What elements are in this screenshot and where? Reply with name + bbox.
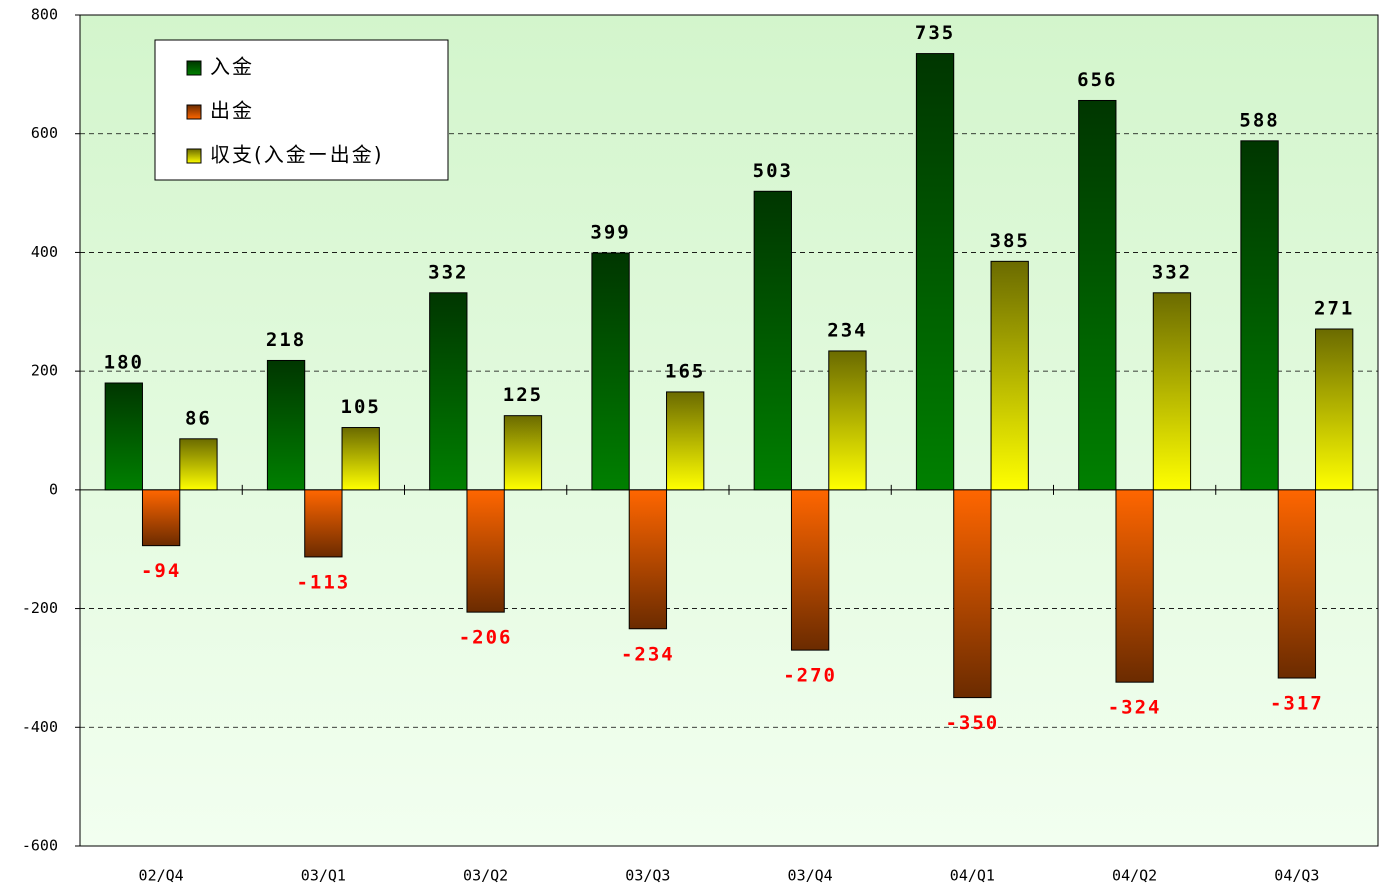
y-tick-label: 800 bbox=[31, 6, 58, 24]
value-label: -113 bbox=[296, 571, 350, 593]
value-label: 271 bbox=[1314, 297, 1354, 319]
value-label: -206 bbox=[459, 627, 513, 649]
bar bbox=[628, 489, 668, 630]
bar bbox=[304, 489, 343, 558]
x-tick-label: 04/Q2 bbox=[1112, 867, 1157, 885]
y-tick-label: 600 bbox=[31, 124, 58, 142]
bar bbox=[1115, 489, 1154, 683]
x-tick-label: 03/Q4 bbox=[788, 867, 833, 885]
y-tick-label: 200 bbox=[31, 362, 58, 380]
bar bbox=[790, 489, 830, 651]
bar bbox=[341, 427, 380, 491]
bar bbox=[503, 415, 543, 491]
value-label: -234 bbox=[621, 643, 675, 665]
bar bbox=[1315, 328, 1354, 491]
value-label: -94 bbox=[141, 560, 181, 582]
value-label: 165 bbox=[665, 360, 705, 382]
bar bbox=[1152, 292, 1192, 491]
x-tick-label: 04/Q1 bbox=[950, 867, 995, 885]
value-label: 656 bbox=[1077, 69, 1117, 91]
bar bbox=[429, 292, 468, 491]
bar bbox=[141, 489, 181, 547]
bar bbox=[179, 438, 218, 491]
y-tick-label: -600 bbox=[22, 837, 58, 855]
bar bbox=[828, 350, 867, 491]
value-label: -270 bbox=[783, 665, 837, 687]
y-tick-label: 400 bbox=[31, 243, 58, 261]
value-label: -350 bbox=[945, 712, 999, 734]
legend-swatch bbox=[186, 60, 202, 76]
bar bbox=[666, 391, 705, 491]
y-tick-label: -400 bbox=[22, 718, 58, 736]
x-tick-label: 03/Q1 bbox=[301, 867, 346, 885]
value-label: 332 bbox=[1152, 261, 1192, 283]
legend-swatch bbox=[186, 148, 202, 164]
bar bbox=[591, 252, 630, 491]
value-label: 332 bbox=[428, 261, 468, 283]
bar bbox=[466, 489, 505, 613]
legend-label: 収支(入金ー出金) bbox=[210, 143, 384, 167]
bar bbox=[266, 359, 306, 491]
bar bbox=[1240, 140, 1279, 491]
y-tick-label: 0 bbox=[49, 480, 58, 498]
legend-swatch bbox=[186, 104, 202, 120]
legend-box bbox=[154, 39, 449, 181]
value-label: 218 bbox=[266, 329, 306, 351]
bar bbox=[953, 489, 992, 699]
x-tick-label: 04/Q3 bbox=[1274, 867, 1319, 885]
bar bbox=[1078, 99, 1117, 491]
value-label: 503 bbox=[753, 160, 793, 182]
value-label: 399 bbox=[590, 222, 630, 244]
legend-label: 入金 bbox=[210, 55, 254, 79]
bar bbox=[1277, 489, 1317, 679]
bar bbox=[915, 53, 955, 491]
value-label: 735 bbox=[915, 22, 955, 44]
x-tick-label: 02/Q4 bbox=[139, 867, 184, 885]
value-label: -324 bbox=[1108, 697, 1162, 719]
value-label: 180 bbox=[104, 352, 144, 374]
value-label: 86 bbox=[185, 407, 212, 429]
y-tick-label: -200 bbox=[22, 599, 58, 617]
value-label: -317 bbox=[1270, 693, 1324, 715]
value-label: 105 bbox=[341, 396, 381, 418]
bar bbox=[990, 260, 1029, 491]
value-label: 125 bbox=[503, 384, 543, 406]
x-tick-label: 03/Q3 bbox=[625, 867, 670, 885]
value-label: 234 bbox=[827, 319, 867, 341]
value-label: 588 bbox=[1239, 109, 1279, 131]
bar bbox=[753, 190, 792, 491]
value-label: 385 bbox=[990, 230, 1030, 252]
bar bbox=[104, 382, 143, 491]
x-tick-label: 03/Q2 bbox=[463, 867, 508, 885]
legend-label: 出金 bbox=[210, 99, 254, 123]
